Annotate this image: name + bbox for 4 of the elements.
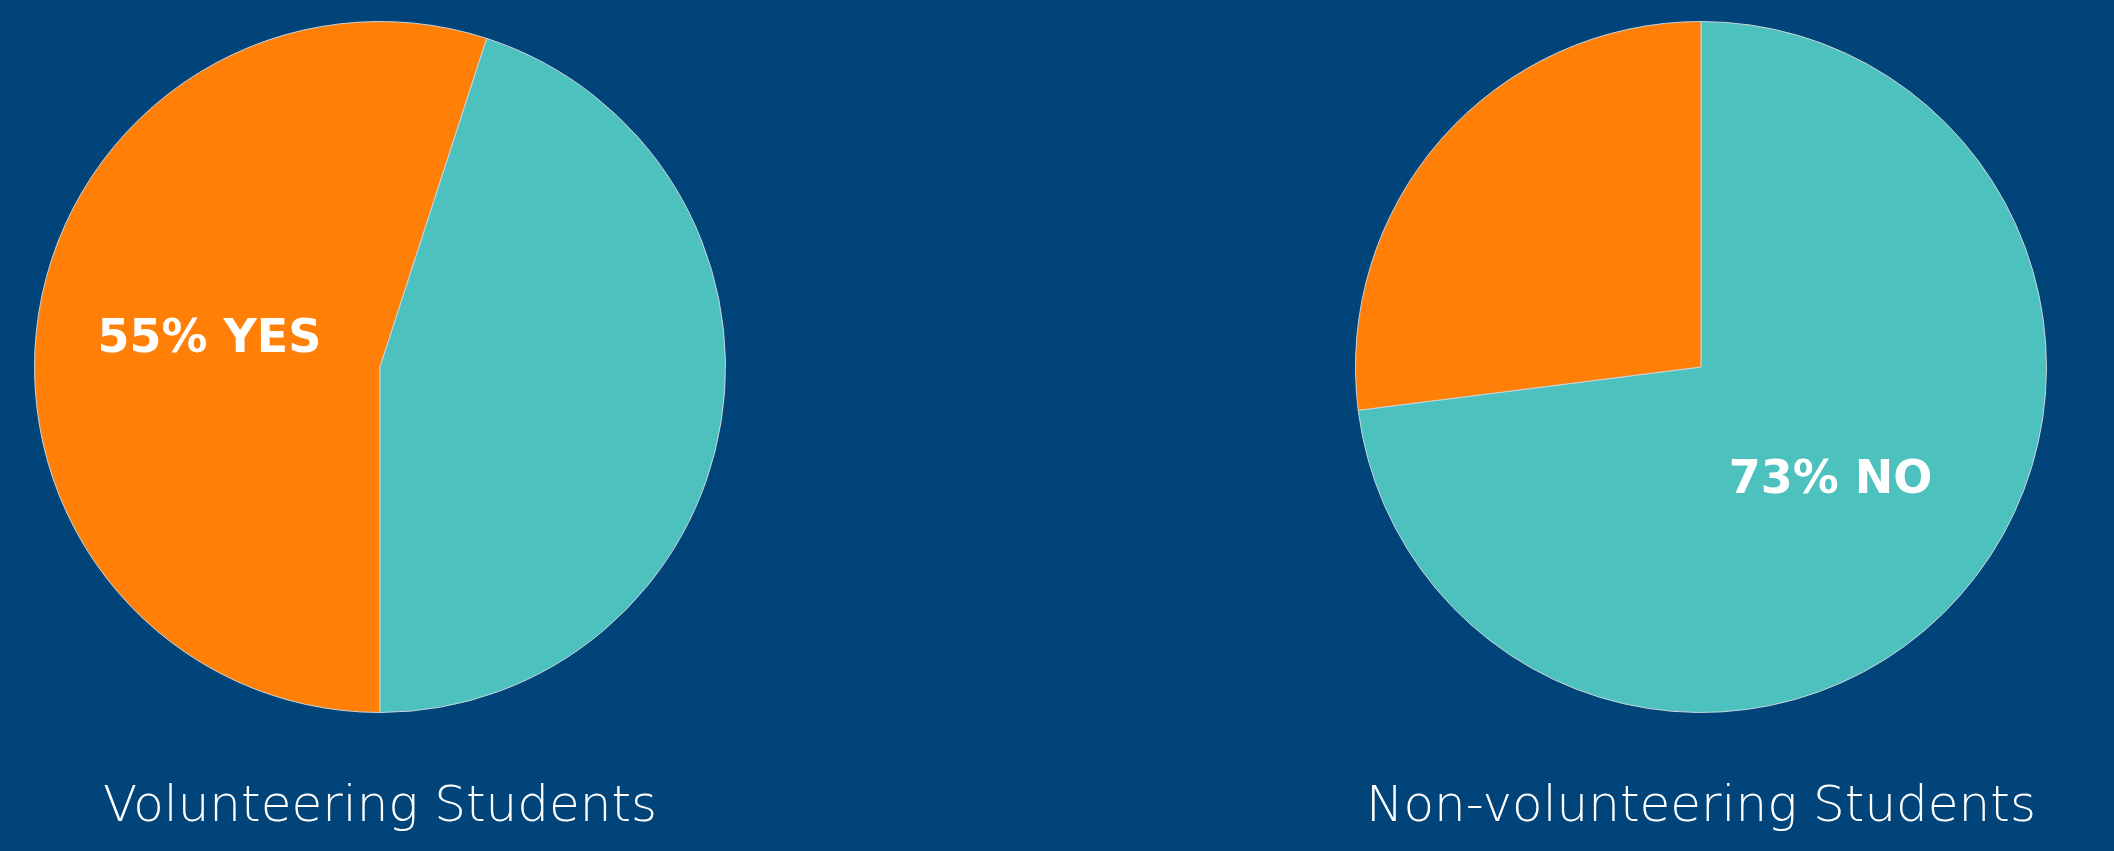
text: Volunteering Students	[101, 775, 659, 833]
data-label: 73% NO	[1728, 450, 1933, 505]
data-label: 55% YES	[97, 308, 322, 363]
text: Non-volunteering Students	[1365, 775, 2037, 833]
